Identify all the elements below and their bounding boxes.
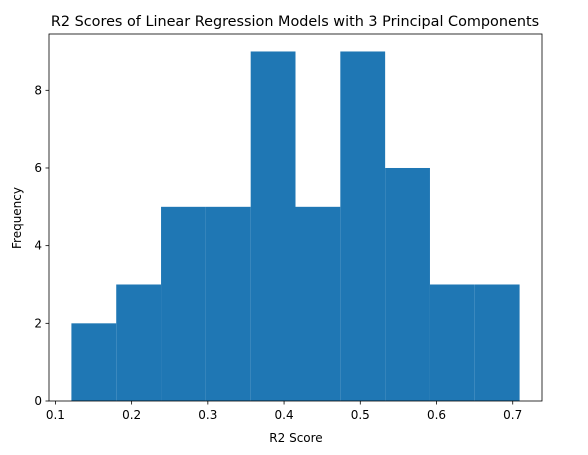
histogram-bar-5 (296, 207, 341, 401)
x-axis-label: R2 Score (269, 431, 322, 445)
histogram-bar-2 (161, 207, 206, 401)
histogram-bar-1 (116, 284, 161, 401)
histogram-bar-7 (385, 168, 430, 401)
histogram-bar-6 (340, 51, 385, 401)
histogram-bar-8 (430, 284, 475, 401)
chart-title: R2 Scores of Linear Regression Models wi… (51, 14, 539, 30)
histogram-bar-9 (475, 284, 520, 401)
y-tick-label-2: 4 (34, 239, 42, 253)
x-tick-label-4: 0.5 (351, 408, 370, 422)
x-tick-label-2: 0.3 (198, 408, 217, 422)
x-tick-label-6: 0.7 (503, 408, 522, 422)
y-axis-label: Frequency (10, 187, 24, 249)
histogram-bar-3 (206, 207, 251, 401)
y-tick-label-4: 8 (34, 83, 42, 97)
x-tick-label-3: 0.4 (275, 408, 294, 422)
histogram-bar-4 (251, 51, 296, 401)
x-tick-label-1: 0.2 (122, 408, 141, 422)
y-tick-label-0: 0 (34, 394, 42, 408)
y-tick-label-1: 2 (34, 316, 42, 330)
y-tick-label-3: 6 (34, 161, 42, 175)
x-tick-label-0: 0.1 (46, 408, 65, 422)
histogram-bar-0 (71, 323, 116, 401)
x-tick-label-5: 0.6 (427, 408, 446, 422)
